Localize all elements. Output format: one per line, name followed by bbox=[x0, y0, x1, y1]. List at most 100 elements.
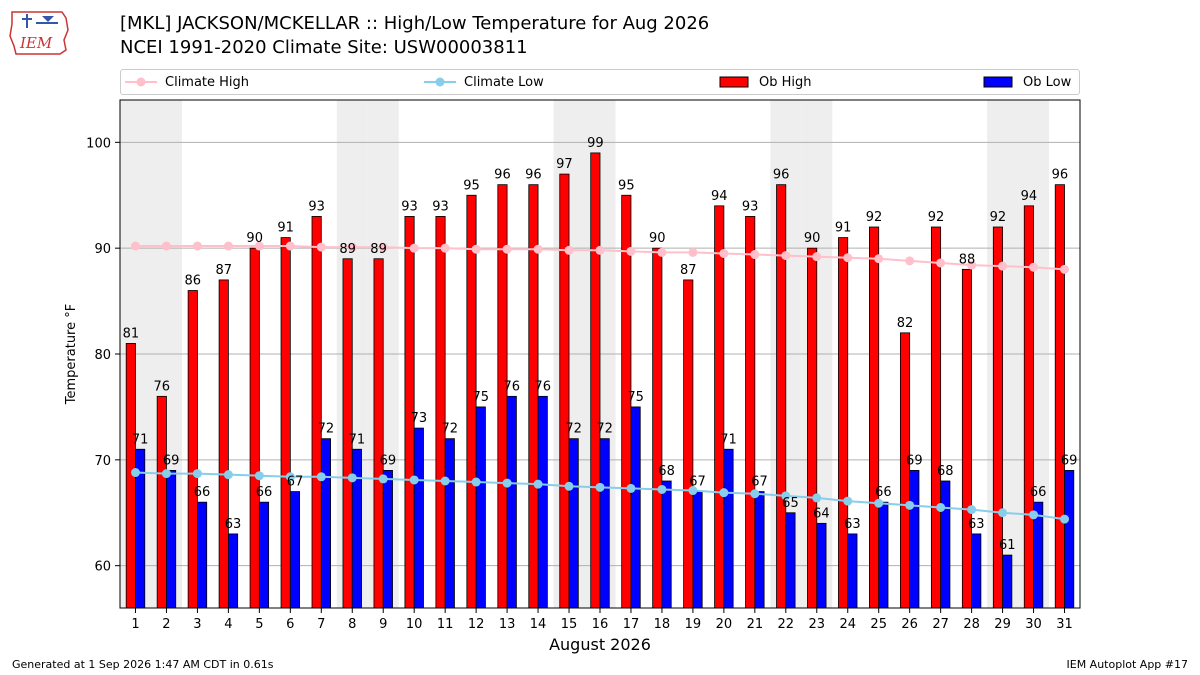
ob-high-value-label: 81 bbox=[123, 326, 140, 341]
ob-low-bar bbox=[754, 491, 765, 609]
x-tick-label: 25 bbox=[870, 617, 887, 632]
ob-low-bar bbox=[382, 470, 393, 609]
ob-low-value-label: 67 bbox=[689, 475, 706, 490]
x-tick-label: 7 bbox=[317, 617, 325, 632]
x-tick-label: 10 bbox=[406, 617, 423, 632]
x-tick-label: 15 bbox=[561, 617, 578, 632]
ob-high-value-label: 96 bbox=[773, 168, 790, 183]
legend-climate-high: Climate High bbox=[123, 70, 249, 94]
ob-low-value-label: 72 bbox=[442, 422, 459, 437]
climate-low-point bbox=[1060, 514, 1070, 524]
x-tick-label: 5 bbox=[255, 617, 263, 632]
ob-high-value-label: 93 bbox=[401, 199, 418, 214]
legend-label-ob-high: Ob High bbox=[759, 74, 812, 90]
ob-low-value-label: 75 bbox=[627, 390, 644, 405]
ob-low-value-label: 67 bbox=[751, 475, 768, 490]
ob-low-bar bbox=[413, 427, 424, 609]
x-tick-label: 31 bbox=[1056, 617, 1073, 632]
ob-low-value-label: 71 bbox=[132, 432, 149, 447]
ob-low-bar bbox=[847, 533, 858, 609]
x-tick-label: 6 bbox=[286, 617, 294, 632]
title-line-2: NCEI 1991-2020 Climate Site: USW00003811 bbox=[120, 37, 528, 58]
ob-low-bar bbox=[351, 448, 362, 609]
climate-low-point bbox=[471, 477, 481, 487]
climate-low-point bbox=[316, 472, 326, 482]
y-tick-label: 60 bbox=[94, 560, 111, 575]
climate-high-point bbox=[564, 245, 574, 255]
ob-low-bar bbox=[630, 406, 641, 609]
climate-low-point bbox=[378, 474, 388, 484]
ob-high-value-label: 95 bbox=[618, 178, 635, 193]
x-tick-label: 11 bbox=[437, 617, 454, 632]
climate-high-point bbox=[688, 247, 698, 257]
ob-low-bar bbox=[599, 438, 610, 609]
ob-high-bar bbox=[807, 247, 818, 609]
climate-high-point bbox=[874, 254, 884, 264]
ob-high-bar bbox=[435, 216, 446, 609]
ob-low-value-label: 73 bbox=[411, 411, 428, 426]
ob-high-value-label: 94 bbox=[1021, 189, 1038, 204]
ob-low-value-label: 61 bbox=[999, 538, 1016, 553]
ob-high-value-label: 96 bbox=[525, 168, 542, 183]
ob-high-value-label: 96 bbox=[494, 168, 511, 183]
ob-high-value-label: 91 bbox=[277, 221, 294, 236]
ob-high-bar bbox=[899, 332, 911, 609]
y-tick-label: 100 bbox=[86, 136, 111, 151]
climate-high-point bbox=[316, 242, 326, 252]
chart-legend: Climate High Climate Low Ob High Ob Low bbox=[120, 69, 1080, 95]
ob-low-bar bbox=[878, 501, 889, 609]
ob-high-value-label: 95 bbox=[463, 178, 480, 193]
climate-low-point bbox=[874, 498, 884, 508]
ob-low-bar bbox=[661, 480, 672, 609]
ob-low-value-label: 63 bbox=[225, 517, 242, 532]
x-tick-label: 14 bbox=[530, 617, 547, 632]
x-axis-label: August 2026 bbox=[549, 635, 651, 654]
ob-high-value-label: 91 bbox=[835, 221, 852, 236]
climate-high-point bbox=[533, 244, 543, 254]
y-tick-label: 80 bbox=[94, 348, 111, 363]
ob-low-value-label: 69 bbox=[163, 453, 180, 468]
ob-high-value-label: 93 bbox=[742, 199, 759, 214]
iem-logo: IEM bbox=[9, 11, 69, 55]
generated-timestamp: Generated at 1 Sep 2026 1:47 AM CDT in 0… bbox=[12, 658, 274, 671]
x-tick-label: 21 bbox=[747, 617, 764, 632]
legend-ob-low: Ob Low bbox=[983, 70, 1071, 94]
ob-low-value-label: 69 bbox=[906, 453, 923, 468]
ob-high-bar bbox=[559, 173, 570, 609]
legend-label-climate-high: Climate High bbox=[165, 74, 250, 90]
ob-low-value-label: 66 bbox=[875, 485, 892, 500]
ob-high-value-label: 76 bbox=[154, 379, 171, 394]
climate-low-point bbox=[967, 505, 977, 515]
ob-high-value-label: 97 bbox=[556, 157, 573, 172]
ob-high-bar bbox=[590, 152, 601, 609]
ob-low-bar bbox=[320, 438, 331, 609]
ob-high-value-label: 92 bbox=[866, 210, 883, 225]
ob-low-value-label: 63 bbox=[844, 517, 861, 532]
ob-low-value-label: 69 bbox=[1061, 453, 1078, 468]
ob-low-bar bbox=[475, 406, 486, 609]
x-tick-label: 29 bbox=[994, 617, 1011, 632]
ob-low-value-label: 65 bbox=[782, 496, 799, 511]
ob-low-bar bbox=[816, 522, 827, 609]
climate-low-point bbox=[192, 469, 202, 479]
ob-high-bar bbox=[218, 279, 229, 609]
legend-label-ob-low: Ob Low bbox=[1023, 74, 1072, 90]
climate-high-point bbox=[750, 250, 760, 260]
climate-low-point bbox=[998, 508, 1008, 518]
ob-low-value-label: 75 bbox=[473, 390, 490, 405]
x-tick-label: 28 bbox=[963, 617, 980, 632]
ob-low-value-label: 63 bbox=[968, 517, 985, 532]
title-line-1: [MKL] JACKSON/MCKELLAR :: High/Low Tempe… bbox=[120, 13, 710, 34]
ob-high-value-label: 94 bbox=[711, 189, 728, 204]
ob-high-value-label: 93 bbox=[432, 199, 449, 214]
climate-low-point bbox=[657, 484, 667, 494]
climate-high-point bbox=[657, 247, 667, 257]
climate-high-point bbox=[471, 244, 481, 254]
climate-high-point bbox=[378, 242, 388, 252]
y-tick-label: 90 bbox=[94, 242, 111, 257]
ob-low-bar bbox=[1064, 470, 1075, 609]
ob-low-bar bbox=[692, 491, 703, 609]
climate-high-point bbox=[409, 243, 419, 253]
ob-high-bar bbox=[714, 205, 725, 609]
